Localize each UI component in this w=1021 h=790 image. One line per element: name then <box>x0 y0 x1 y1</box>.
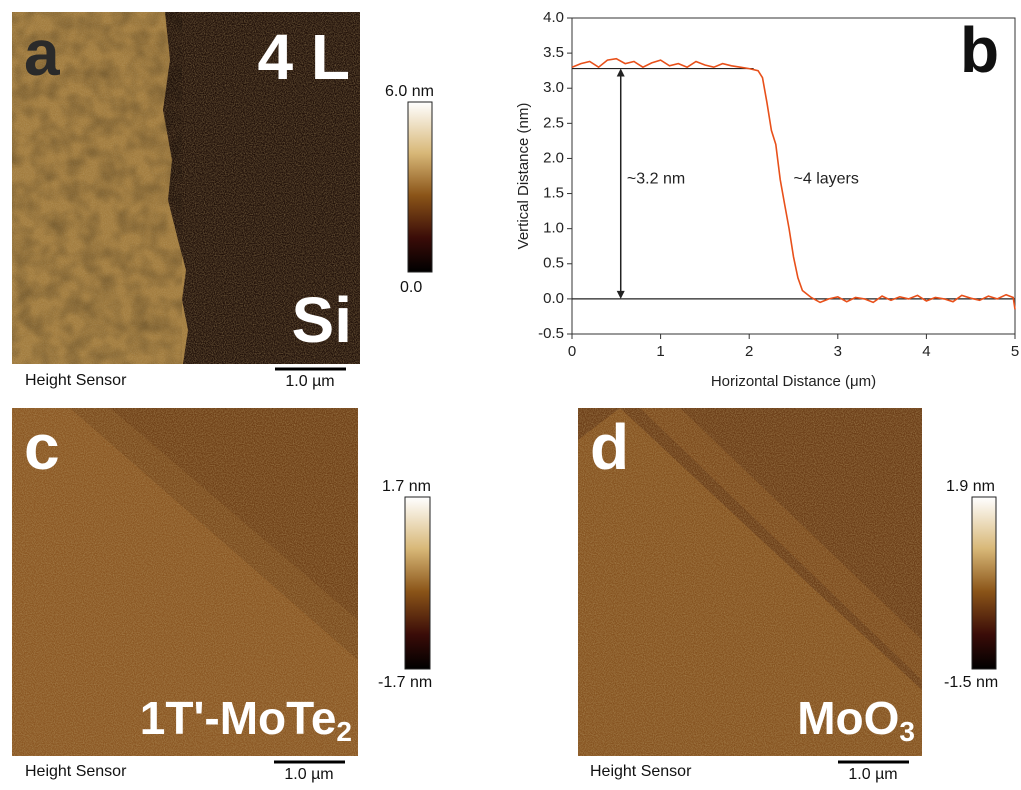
x-tick-label: 1 <box>656 343 664 360</box>
colorbar <box>972 497 996 669</box>
figure: a 4 L Si 6.0 nm 0.0 Height Sensor 1.0 µm… <box>0 0 1021 785</box>
y-tick-label: 2.0 <box>543 149 564 166</box>
x-tick-label: 4 <box>922 343 930 360</box>
y-tick-label: 4.0 <box>543 9 564 26</box>
y-axis-label: Vertical Distance (nm) <box>515 103 532 250</box>
x-axis-label: Horizontal Distance (μm) <box>711 373 876 390</box>
profile-chart: -0.5 0.0 0.5 1.0 1.5 2.0 2.5 3.0 3.5 4.0 0 1 2 3 4 5 Hor… <box>515 9 1019 390</box>
panel-letter: a <box>24 17 60 89</box>
colorbar <box>405 497 430 669</box>
sample-subscript: 2 <box>336 716 352 747</box>
colorbar-min: -1.7 nm <box>378 674 432 691</box>
arrow-head <box>617 69 625 77</box>
y-tick-label: 3.0 <box>543 79 564 96</box>
y-tick-label: -0.5 <box>538 325 564 342</box>
sample-label: 4 L <box>258 21 350 93</box>
colorbar-min: 0.0 <box>400 279 422 296</box>
x-tick-label: 5 <box>1011 343 1019 360</box>
colorbar-max: 6.0 nm <box>385 83 434 100</box>
colorbar-max: 1.9 nm <box>946 478 995 495</box>
colorbar <box>408 102 432 272</box>
colorbar-min: -1.5 nm <box>944 674 998 691</box>
scale-bar-label: 1.0 µm <box>285 373 334 390</box>
arrow-head <box>617 291 625 299</box>
panel-letter: b <box>960 14 999 86</box>
panel-letter: c <box>24 411 60 483</box>
caption: Height Sensor <box>25 372 127 389</box>
sample-subscript: 3 <box>899 716 915 747</box>
substrate-label: Si <box>292 284 352 356</box>
colorbar-max: 1.7 nm <box>382 478 431 495</box>
y-tick-label: 1.0 <box>543 220 564 237</box>
panel-letter: d <box>590 411 629 483</box>
y-tick-label: 1.5 <box>543 185 564 202</box>
caption: Height Sensor <box>25 763 127 780</box>
x-tick-label: 3 <box>834 343 842 360</box>
x-tick-label: 0 <box>568 343 576 360</box>
sample-label: MoO3 <box>797 692 915 747</box>
scale-bar-label: 1.0 µm <box>848 766 897 783</box>
sample-name: 1T'-MoTe <box>140 692 337 744</box>
scale-bar-label: 1.0 µm <box>284 766 333 783</box>
sample-label: 1T'-MoTe2 <box>140 692 352 747</box>
caption: Height Sensor <box>590 763 692 780</box>
y-tick-label: 2.5 <box>543 114 564 131</box>
y-tick-label: 0.0 <box>543 290 564 307</box>
annotation: ~4 layers <box>794 171 859 188</box>
x-tick-label: 2 <box>745 343 753 360</box>
annotation: ~3.2 nm <box>627 171 685 188</box>
y-tick-label: 0.5 <box>543 255 564 272</box>
y-tick-label: 3.5 <box>543 44 564 61</box>
sample-name: MoO <box>797 692 899 744</box>
